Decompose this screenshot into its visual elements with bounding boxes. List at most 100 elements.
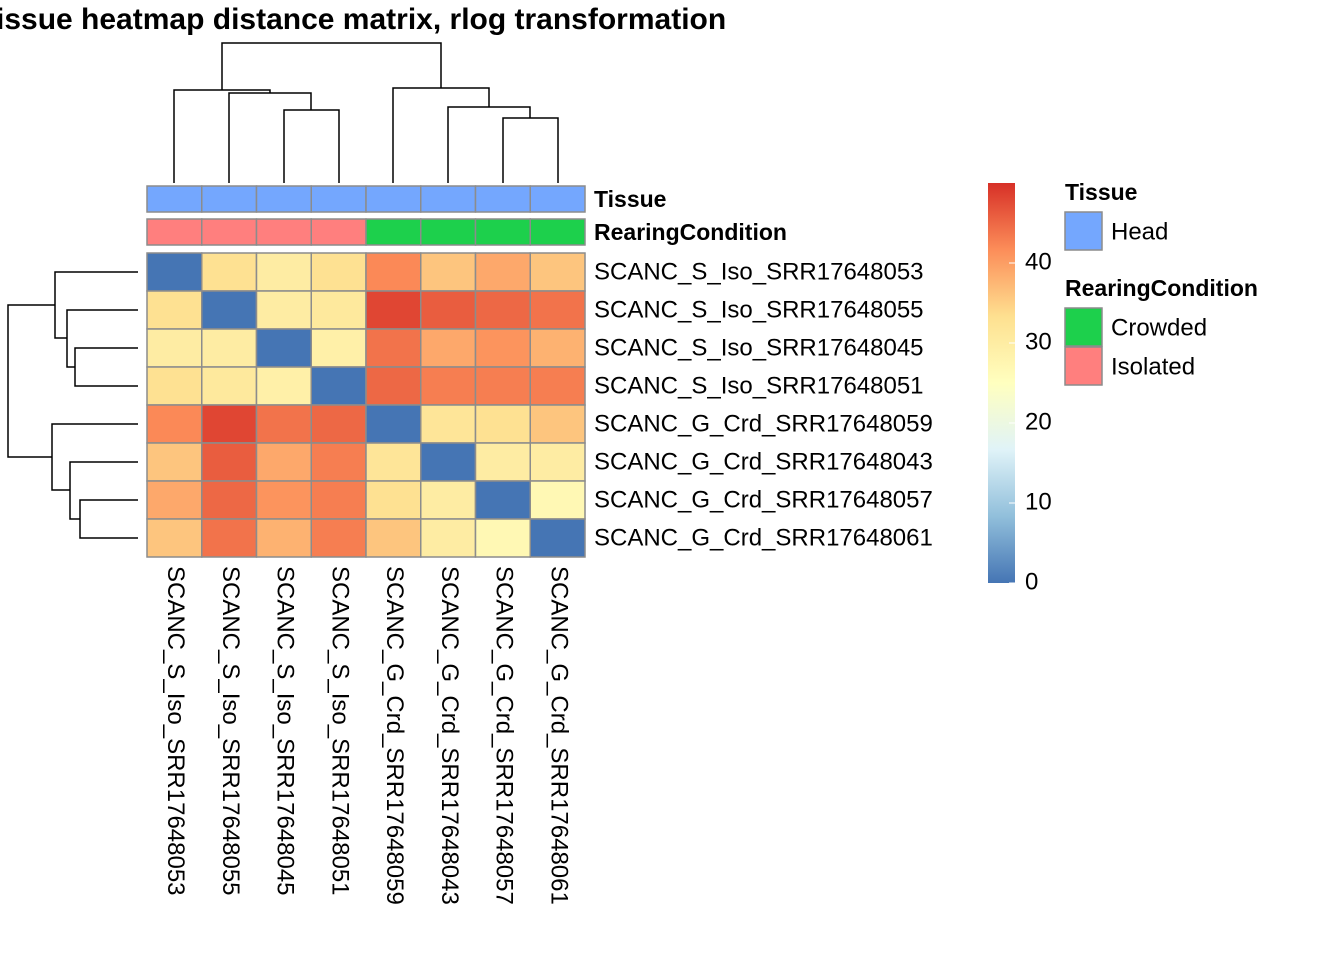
- annotation-cell: [310, 218, 367, 246]
- heatmap-cell: [146, 252, 203, 292]
- heatmap-cell: [474, 404, 531, 444]
- heatmap-cell: [420, 252, 477, 292]
- heatmap-cell: [420, 290, 477, 330]
- heatmap-cell: [365, 290, 422, 330]
- heatmap-cell: [310, 442, 367, 482]
- heatmap-cell: [474, 480, 531, 520]
- heatmap-cell: [529, 442, 586, 482]
- heatmap-cell: [365, 404, 422, 444]
- legend-title: Tissue: [1065, 179, 1137, 205]
- heatmap-cell: [474, 518, 531, 558]
- row-label: SCANC_G_Crd_SRR17648061: [594, 524, 933, 551]
- annotation-label: Tissue: [594, 186, 666, 212]
- row-label: SCANC_S_Iso_SRR17648051: [594, 372, 924, 399]
- colorbar: [988, 183, 1015, 583]
- heatmap-cell: [310, 290, 367, 330]
- colorbar-tick-label: 10: [1025, 488, 1052, 515]
- heatmap-cell: [420, 518, 477, 558]
- annotation-cell: [365, 185, 422, 213]
- heatmap-cell: [365, 366, 422, 406]
- legend-swatch: [1064, 307, 1103, 347]
- heatmap-cell: [146, 290, 203, 330]
- annotation-cell: [474, 218, 531, 246]
- heatmap-cell: [474, 328, 531, 368]
- row-dendrogram: [7, 271, 138, 539]
- heatmap-cell: [201, 366, 258, 406]
- heatmap-cell: [310, 328, 367, 368]
- heatmap-cell: [365, 442, 422, 482]
- annotation-cell: [420, 218, 477, 246]
- heatmap-cell: [146, 328, 203, 368]
- annotation-cell: [365, 218, 422, 246]
- column-label: SCANC_S_Iso_SRR17648055: [217, 566, 244, 896]
- annotation-cell: [420, 185, 477, 213]
- heatmap-cell: [310, 252, 367, 292]
- heatmap-cell: [146, 480, 203, 520]
- heatmap-cell: [474, 290, 531, 330]
- heatmap-cell: [529, 290, 586, 330]
- row-label: SCANC_S_Iso_SRR17648055: [594, 296, 924, 323]
- annotation-cell: [310, 185, 367, 213]
- heatmap-cell: [310, 366, 367, 406]
- column-label: SCANC_S_Iso_SRR17648053: [162, 566, 189, 896]
- chart-title: issue heatmap distance matrix, rlog tran…: [0, 3, 726, 36]
- heatmap-cell: [255, 480, 312, 520]
- heatmap-cell: [146, 404, 203, 444]
- annotation-cell: [146, 218, 203, 246]
- heatmap-cell: [255, 290, 312, 330]
- heatmap-cell: [529, 404, 586, 444]
- heatmap-cell: [365, 480, 422, 520]
- heatmap-cell: [474, 366, 531, 406]
- heatmap-cell: [310, 404, 367, 444]
- heatmap-cell: [255, 366, 312, 406]
- column-label: SCANC_G_Crd_SRR17648057: [491, 566, 518, 905]
- colorbar-tick-label: 0: [1025, 568, 1038, 595]
- legend-title: RearingCondition: [1065, 275, 1258, 301]
- heatmap-cell: [529, 518, 586, 558]
- annotation-cell: [146, 185, 203, 213]
- legend-label: Crowded: [1111, 314, 1207, 341]
- heatmap-cell: [420, 480, 477, 520]
- legend-swatch: [1064, 346, 1103, 386]
- heatmap-cell: [146, 366, 203, 406]
- heatmap-cell: [529, 252, 586, 292]
- legend-swatch: [1064, 211, 1103, 251]
- heatmap-cell: [201, 404, 258, 444]
- column-label: SCANC_G_Crd_SRR17648061: [545, 566, 572, 905]
- heatmap-cell: [201, 328, 258, 368]
- heatmap-cell: [255, 442, 312, 482]
- heatmap-cell: [201, 518, 258, 558]
- annotation-cell: [474, 185, 531, 213]
- heatmap-cell: [146, 518, 203, 558]
- column-label: SCANC_S_Iso_SRR17648045: [272, 566, 299, 896]
- row-label: SCANC_G_Crd_SRR17648057: [594, 486, 933, 513]
- heatmap-cell: [255, 404, 312, 444]
- heatmap-cell: [474, 442, 531, 482]
- column-label: SCANC_S_Iso_SRR17648051: [326, 566, 353, 896]
- heatmap-cell: [201, 480, 258, 520]
- heatmap-cell: [420, 328, 477, 368]
- heatmap-cell: [146, 442, 203, 482]
- heatmap-cell: [420, 366, 477, 406]
- column-dendrogram: [173, 42, 559, 183]
- annotation-cell: [529, 218, 586, 246]
- heatmap-cell: [420, 404, 477, 444]
- row-label: SCANC_G_Crd_SRR17648059: [594, 410, 933, 437]
- heatmap-cell: [529, 366, 586, 406]
- legend-label: Head: [1111, 218, 1168, 245]
- heatmap-cell: [529, 328, 586, 368]
- heatmap-cell: [365, 518, 422, 558]
- heatmap-cell: [201, 290, 258, 330]
- annotation-cell: [529, 185, 586, 213]
- row-label: SCANC_G_Crd_SRR17648043: [594, 448, 933, 475]
- heatmap-cell: [310, 480, 367, 520]
- heatmap-cell: [201, 252, 258, 292]
- heatmap-cell: [201, 442, 258, 482]
- legend-label: Isolated: [1111, 353, 1195, 380]
- column-label: SCANC_G_Crd_SRR17648043: [436, 566, 463, 905]
- column-label: SCANC_G_Crd_SRR17648059: [381, 566, 408, 905]
- heatmap-cell: [474, 252, 531, 292]
- heatmap-cell: [529, 480, 586, 520]
- heatmap-cell: [365, 252, 422, 292]
